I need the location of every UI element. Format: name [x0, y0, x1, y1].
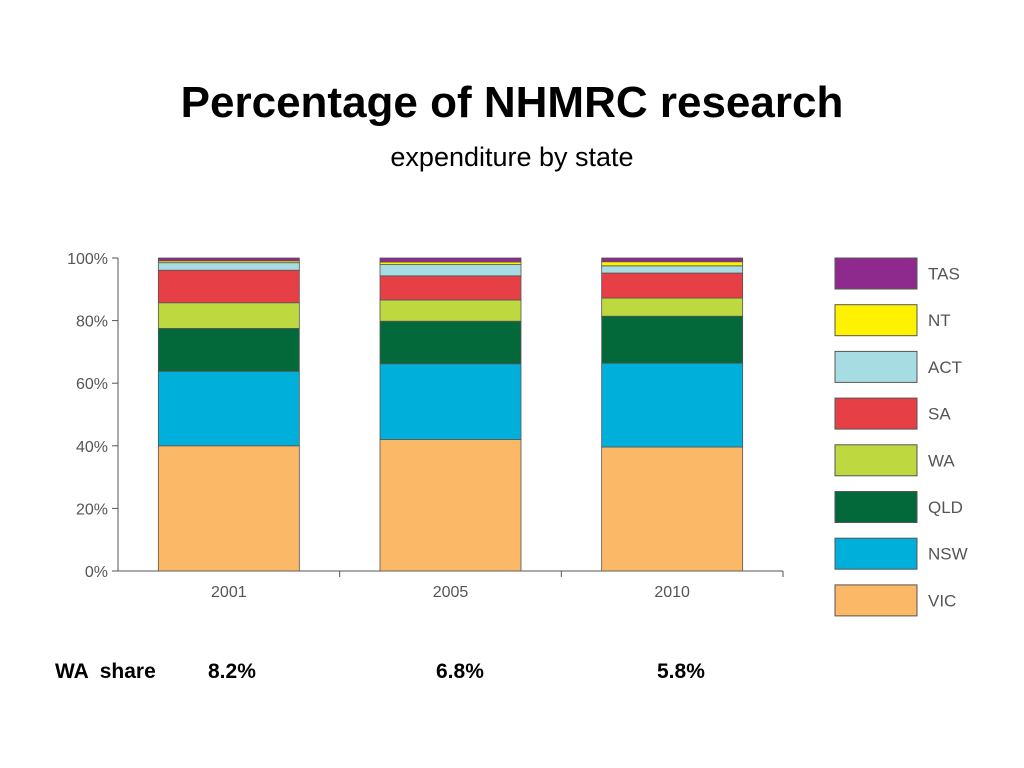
- bar-segment-wa-2005: [379, 299, 522, 322]
- legend-swatch-qld: [834, 491, 918, 523]
- bar-segment-tas-2001: [157, 257, 300, 262]
- bar-segment-vic-2010: [601, 446, 744, 572]
- bar-segment-vic-2005: [379, 439, 522, 572]
- y-tick-label: 40%: [76, 439, 108, 456]
- bar-segment-qld-2001: [157, 328, 300, 372]
- legend-swatch-sa: [834, 397, 918, 430]
- bar-segment-wa-2010: [601, 297, 744, 317]
- bar-segment-act-2001: [157, 262, 300, 271]
- legend-label-qld: QLD: [928, 498, 963, 517]
- y-tick-label: 60%: [76, 376, 108, 393]
- legend-swatch-act: [834, 350, 918, 383]
- legend-swatch-vic: [834, 584, 918, 617]
- legend-label-act: ACT: [928, 358, 962, 377]
- wa-share-label: WA share: [55, 660, 156, 683]
- bar-segment-act-2005: [379, 264, 522, 277]
- legend-swatch-nsw: [834, 537, 918, 570]
- y-tick-label: 100%: [67, 251, 108, 268]
- bar-segment-nt-2010: [601, 261, 744, 267]
- bar-segment-sa-2005: [379, 275, 522, 301]
- bar-segment-tas-2005: [379, 257, 522, 263]
- bar-segment-nsw-2001: [157, 370, 300, 447]
- bar-segment-nsw-2005: [379, 363, 522, 440]
- bar-segment-sa-2010: [601, 272, 744, 299]
- legend-swatch-wa: [834, 444, 918, 477]
- wa-share-2001: 8.2%: [208, 660, 256, 683]
- bar-segment-sa-2001: [157, 269, 300, 304]
- legend-label-nsw: NSW: [928, 545, 968, 564]
- legend-label-vic: VIC: [928, 591, 956, 610]
- bar-segment-qld-2010: [601, 315, 744, 364]
- legend-swatch-nt: [834, 304, 918, 337]
- y-tick-label: 0%: [85, 564, 108, 581]
- y-tick-label: 80%: [76, 314, 108, 331]
- legend-label-sa: SA: [928, 405, 951, 424]
- bar-segment-vic-2001: [157, 445, 300, 572]
- slide-subtitle: expenditure by state: [390, 142, 634, 172]
- x-tick-label: 2001: [211, 584, 247, 601]
- wa-share-2010: 5.8%: [657, 660, 705, 683]
- bar-segment-qld-2005: [379, 320, 522, 365]
- bar-segment-tas-2010: [601, 257, 744, 263]
- slide-title: Percentage of NHMRC research: [180, 78, 844, 127]
- bar-segment-wa-2001: [157, 302, 300, 329]
- wa-share-2005: 6.8%: [436, 660, 484, 683]
- legend-swatch-tas: [834, 257, 918, 290]
- bar-segment-nsw-2010: [601, 362, 744, 448]
- bar-segment-act-2010: [601, 265, 744, 274]
- legend-label-wa: WA: [928, 451, 955, 470]
- legend-label-tas: TAS: [928, 265, 960, 284]
- legend-label-nt: NT: [928, 311, 951, 330]
- x-tick-label: 2010: [654, 584, 690, 601]
- y-tick-label: 20%: [76, 501, 108, 518]
- x-tick-label: 2005: [433, 584, 469, 601]
